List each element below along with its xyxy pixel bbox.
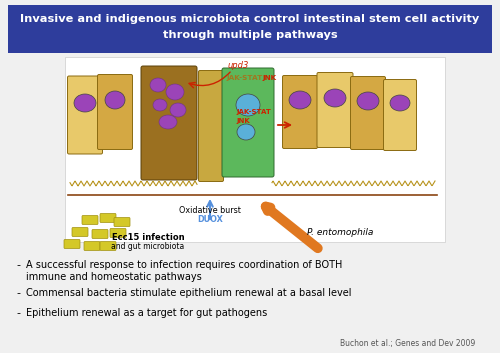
Text: Invasive and indigenous microbiota control intestinal stem cell activity: Invasive and indigenous microbiota contr… (20, 14, 479, 24)
FancyBboxPatch shape (98, 74, 132, 150)
FancyBboxPatch shape (114, 217, 130, 227)
Text: -: - (16, 260, 20, 270)
Ellipse shape (170, 103, 186, 117)
Text: -: - (16, 308, 20, 318)
Text: JAK-STAT: JAK-STAT (226, 75, 262, 81)
FancyBboxPatch shape (198, 71, 224, 181)
FancyBboxPatch shape (384, 79, 416, 150)
Text: JAK-STAT: JAK-STAT (236, 109, 271, 115)
Bar (8, 5, 492, 53)
Ellipse shape (237, 124, 255, 140)
Text: -: - (16, 288, 20, 298)
Text: through multiple pathways: through multiple pathways (162, 30, 338, 40)
Bar (65, 57, 445, 242)
Ellipse shape (289, 91, 311, 109)
FancyBboxPatch shape (141, 66, 197, 180)
Ellipse shape (166, 84, 184, 100)
Text: immune and homeostatic pathways: immune and homeostatic pathways (26, 272, 202, 282)
Ellipse shape (153, 99, 167, 111)
Text: upd3: upd3 (228, 60, 248, 70)
FancyBboxPatch shape (282, 76, 318, 149)
Ellipse shape (150, 78, 166, 92)
Ellipse shape (159, 115, 177, 129)
Text: A successful response to infection requires coordination of BOTH: A successful response to infection requi… (26, 260, 342, 270)
Text: JNK: JNK (262, 75, 276, 81)
Text: Epithelium renewal as a target for gut pathogens: Epithelium renewal as a target for gut p… (26, 308, 267, 318)
Ellipse shape (390, 95, 410, 111)
FancyBboxPatch shape (317, 72, 353, 148)
FancyBboxPatch shape (100, 241, 116, 251)
FancyBboxPatch shape (72, 227, 88, 237)
Text: Oxidative burst: Oxidative burst (179, 206, 241, 215)
Ellipse shape (74, 94, 96, 112)
FancyBboxPatch shape (68, 76, 102, 154)
FancyBboxPatch shape (64, 239, 80, 249)
Ellipse shape (357, 92, 379, 110)
Text: and gut microbiota: and gut microbiota (112, 242, 184, 251)
FancyBboxPatch shape (110, 228, 126, 238)
Ellipse shape (324, 89, 346, 107)
FancyBboxPatch shape (100, 214, 116, 222)
Text: DUOX: DUOX (197, 215, 223, 224)
FancyBboxPatch shape (350, 77, 386, 150)
Text: JNK: JNK (236, 118, 250, 124)
Text: Buchon et al.; Genes and Dev 2009: Buchon et al.; Genes and Dev 2009 (340, 339, 475, 348)
FancyBboxPatch shape (222, 68, 274, 177)
Text: Commensal bacteria stimulate epithelium renewal at a basal level: Commensal bacteria stimulate epithelium … (26, 288, 351, 298)
FancyBboxPatch shape (82, 215, 98, 225)
FancyBboxPatch shape (92, 229, 108, 239)
FancyBboxPatch shape (84, 241, 100, 251)
Ellipse shape (236, 94, 260, 116)
Text: Ecc15 infection: Ecc15 infection (112, 233, 184, 242)
Ellipse shape (105, 91, 125, 109)
Text: P. entomophila: P. entomophila (307, 228, 373, 237)
